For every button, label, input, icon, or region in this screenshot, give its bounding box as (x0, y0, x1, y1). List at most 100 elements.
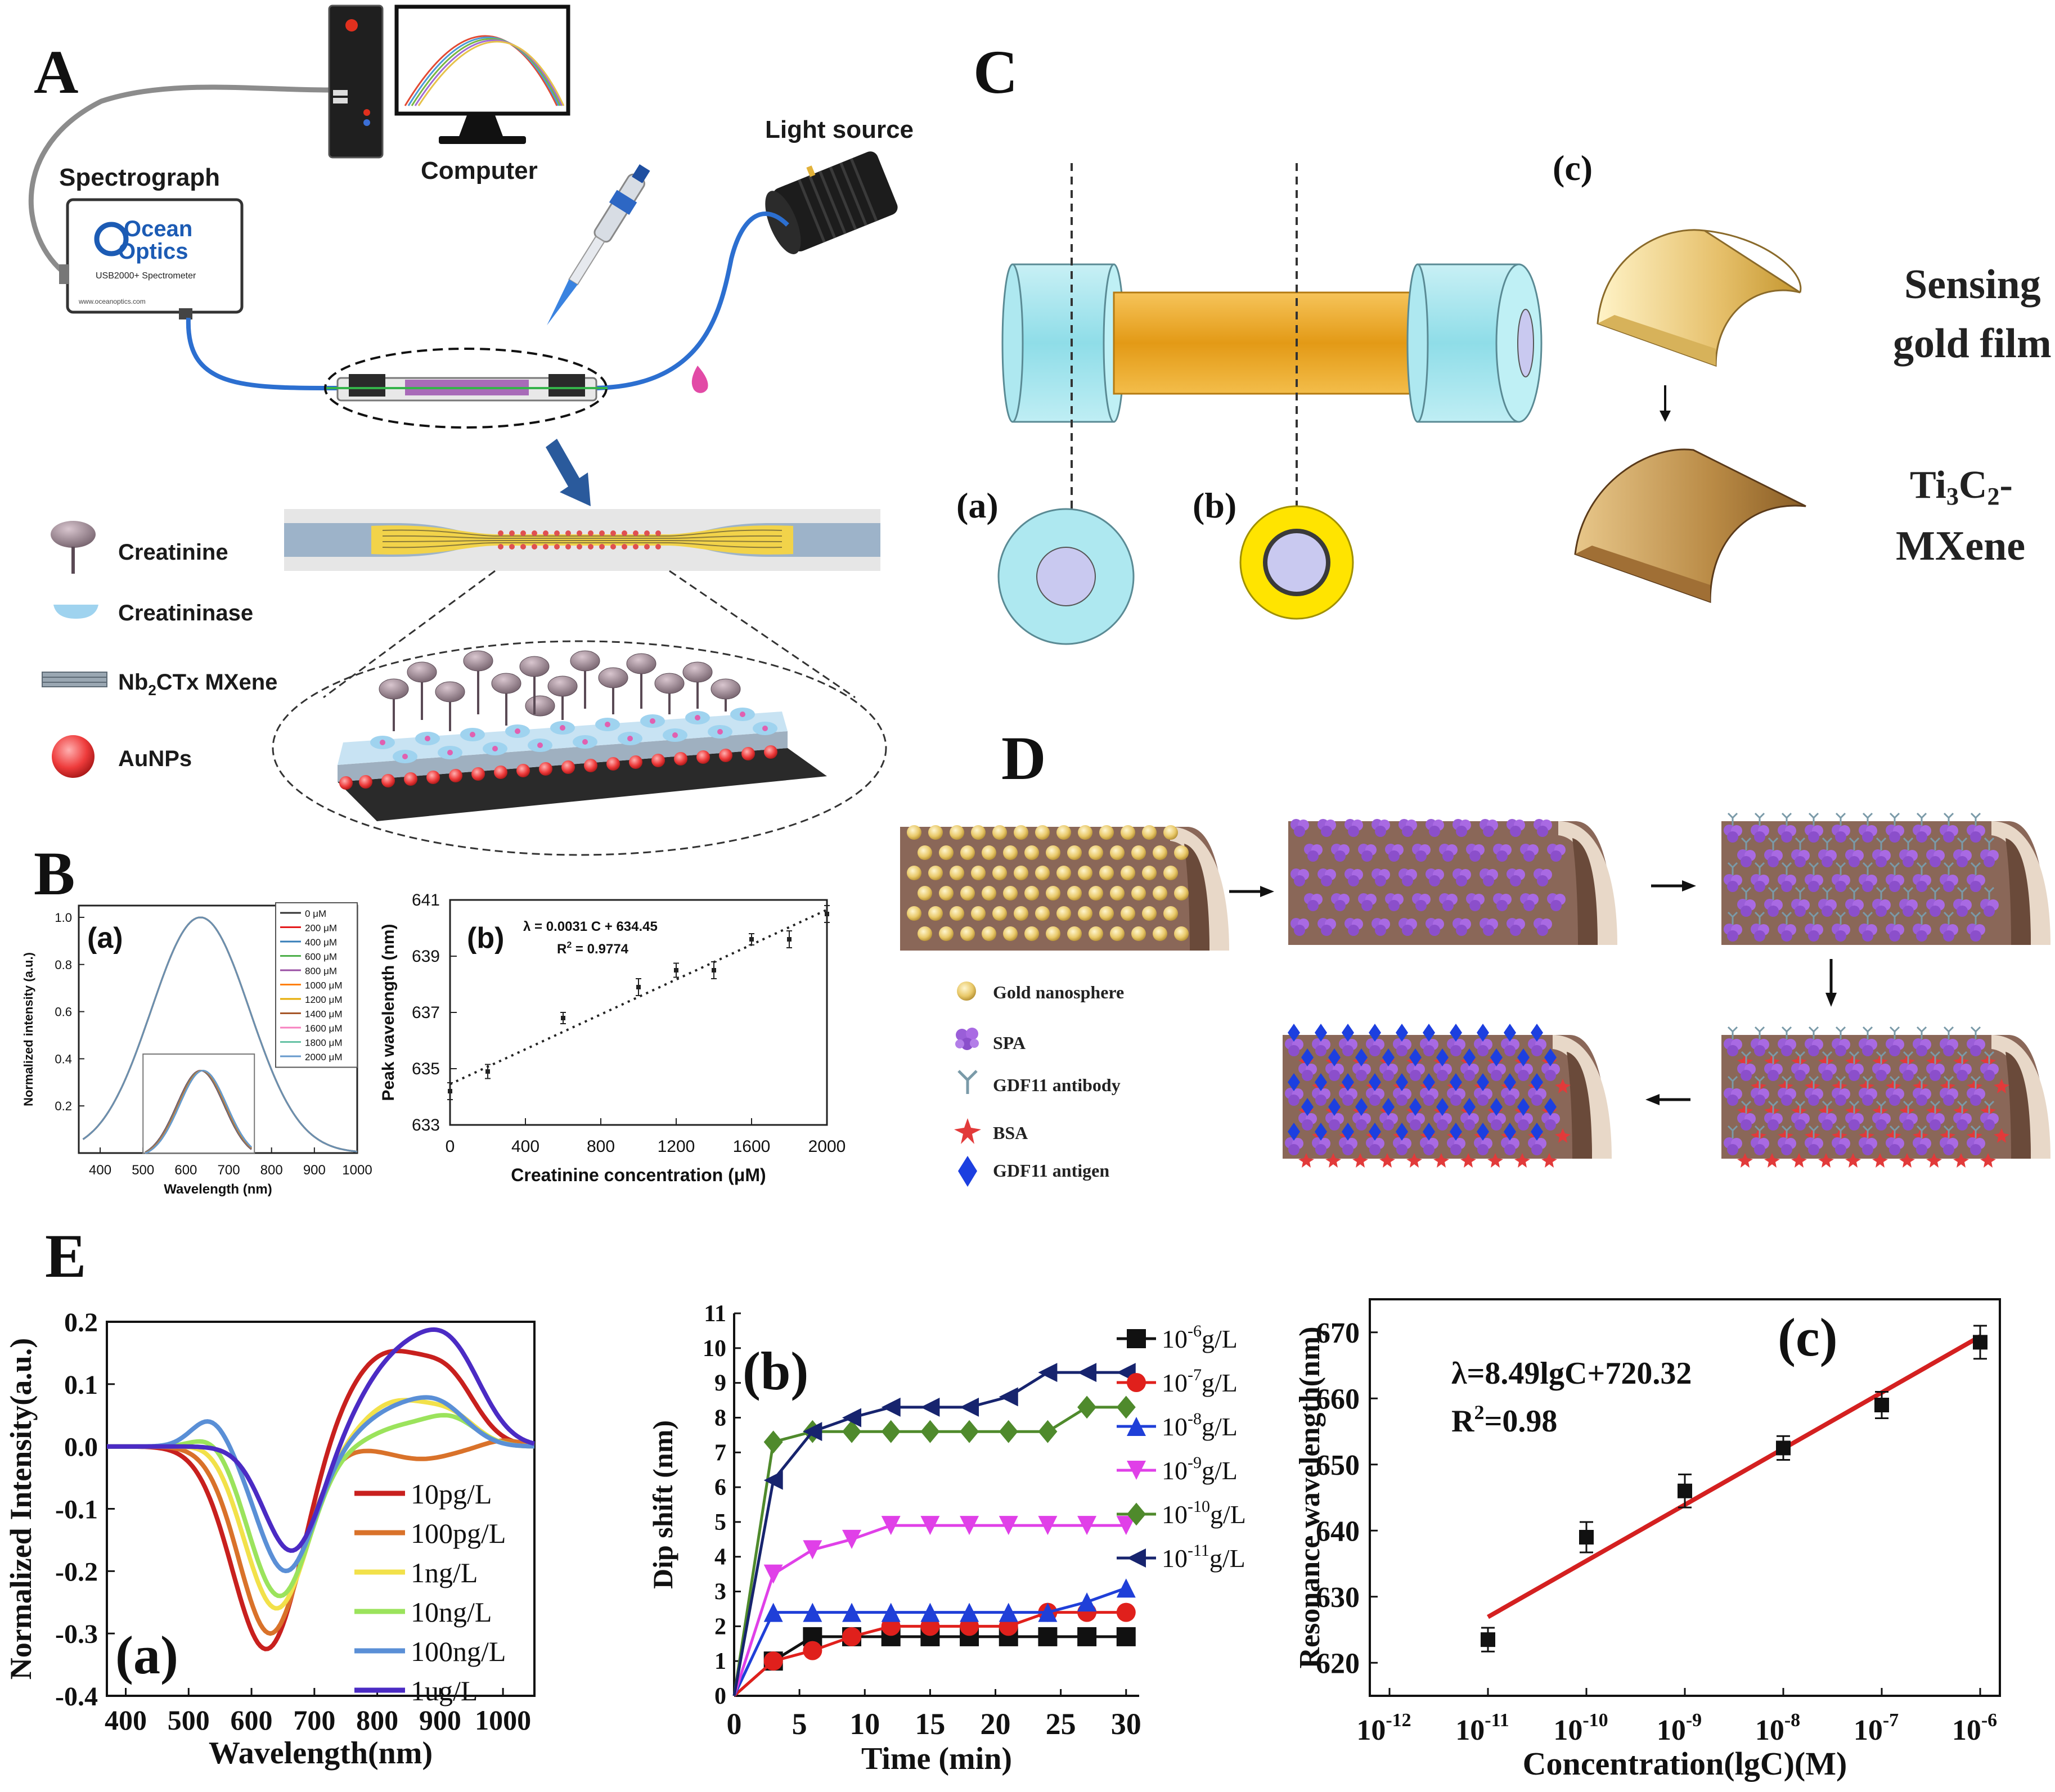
b-a-legend-label: 0 μM (305, 908, 326, 919)
antibody (1849, 837, 1860, 850)
e-b-point (1038, 1602, 1058, 1622)
legend-aunps: AuNPs (118, 746, 192, 771)
e-a-ytick-label: 0.2 (64, 1308, 98, 1338)
bsa (1913, 1128, 1928, 1143)
spa-particle (1930, 1070, 1941, 1081)
antibody (1889, 1075, 1900, 1089)
chart-b-b: (b) λ = 0.0031 C + 634.45 R2 = 0.9774 0 4… (379, 891, 846, 1185)
antigen-icon (958, 1156, 977, 1187)
antibody (1768, 1051, 1779, 1064)
gold-nanosphere (1046, 845, 1060, 860)
b-b-ytick-label: 637 (412, 1003, 440, 1022)
gold-nanosphere (982, 886, 996, 900)
antibody (1876, 886, 1887, 900)
bsa (1791, 1104, 1807, 1118)
b-b-point (636, 985, 641, 989)
panel-e: E (a) 400 500 600 700 800 900 1000-0.4-0.3-0.2… (4, 1222, 2001, 1782)
spa-particle (1429, 875, 1440, 886)
b-b-xtick-label: 400 (511, 1137, 539, 1156)
e-c-ytick-label: 650 (1316, 1449, 1360, 1482)
spa-particle (1504, 1045, 1516, 1056)
gold-nanosphere (960, 886, 975, 900)
antibody (1795, 1100, 1806, 1114)
e-b-xtick-label: 0 (727, 1707, 742, 1741)
e-b-ytick-label: 5 (714, 1510, 726, 1536)
spa-particle (1741, 1119, 1752, 1131)
spa-particle (1402, 826, 1413, 837)
gold-nanosphere (1035, 825, 1050, 840)
b-b-fit-line (449, 908, 828, 1086)
spa-particle (1348, 925, 1359, 936)
antibody (1984, 1100, 1995, 1114)
e-b-ytick-label: 11 (704, 1301, 726, 1327)
bsa (1751, 1128, 1766, 1143)
spa-particle (1464, 1070, 1475, 1081)
spa-particle (1943, 1144, 1954, 1155)
bsa (1791, 1054, 1807, 1069)
spa-particle (1429, 826, 1440, 837)
bsa (1737, 1153, 1753, 1168)
e-c-xtick-label: 10-9 (1657, 1710, 1702, 1746)
gold-nanosphere (1153, 845, 1167, 860)
spa-particle (1369, 1095, 1381, 1106)
spa-particle (1754, 930, 1765, 942)
antibody (1930, 1051, 1941, 1064)
antibody (1822, 837, 1833, 850)
gold-nanosphere (1067, 926, 1082, 941)
gold-nanosphere (1163, 866, 1178, 880)
spa-particle (1822, 856, 1833, 867)
spa-particle (1531, 1144, 1543, 1155)
spa-particle (1795, 1070, 1806, 1081)
antibody (1943, 1026, 1954, 1039)
gold-nanosphere (1024, 886, 1039, 900)
spa-particle (1835, 831, 1846, 843)
e-b-label: (b) (743, 1341, 808, 1401)
antibody (1970, 812, 1981, 826)
e-b-series-4 (732, 1406, 1126, 1696)
bsa (1940, 1079, 1955, 1093)
bsa (1818, 1054, 1834, 1069)
spa-particle (1315, 1144, 1326, 1155)
panel-b: B (a) 400 500 600 700 800 900 1000 0.2 0.4 0.6 0.8… (21, 839, 846, 1197)
chart-e-b: (b) 0 5 10 15 20 25 30 0 1 2 3 4 5 6 7 8 9 10 11 Time (min)… (647, 1301, 1246, 1776)
antibody (1903, 886, 1914, 900)
antibody (1876, 1100, 1887, 1114)
spa-particle (1795, 856, 1806, 867)
antibody (1876, 1051, 1887, 1064)
creatinine-icon (51, 521, 96, 574)
antibody (1741, 886, 1752, 900)
spa-particle (1835, 881, 1846, 892)
spa-particle (1741, 1070, 1752, 1081)
spa-particle (1375, 875, 1386, 886)
gdf11-antigen (1544, 1098, 1557, 1116)
antibody (1916, 862, 1927, 875)
spa-particle (1849, 1119, 1860, 1131)
spa-particle (1835, 930, 1846, 942)
bsa (1994, 1079, 2009, 1093)
e-b-legend-label: 10-8g/L (1162, 1410, 1238, 1441)
bsa (1940, 1128, 1955, 1143)
gdf11-antigen (1544, 1048, 1557, 1066)
b-a-ytick-label: 0.6 (55, 1005, 72, 1019)
antibody (1727, 911, 1738, 925)
e-b-point (842, 1529, 862, 1549)
spa-particle (1423, 1095, 1435, 1106)
e-a-ytick-label: 0.0 (64, 1433, 98, 1462)
gold-nanosphere (1067, 845, 1082, 860)
e-b-point (803, 1422, 822, 1442)
gold-nanosphere (1035, 866, 1050, 880)
b-a-legend-label: 600 μM (305, 952, 337, 962)
bsa (1433, 1153, 1449, 1168)
gdf11-antigen (1504, 1123, 1516, 1141)
b-b-ylabel: Peak wavelength (nm) (379, 924, 398, 1101)
spa-particle (1321, 925, 1332, 936)
e-b-ytick-label: 0 (714, 1683, 726, 1709)
b-a-ylabel: Normalized intensity (a.u.) (21, 952, 35, 1106)
panel-a-legend: Creatinine Creatininase Nb2CTx MXene AuN… (42, 521, 277, 778)
spa-particle (1396, 1095, 1408, 1106)
gdf11-antigen (1301, 1048, 1314, 1066)
bsa (1791, 1153, 1807, 1168)
e-c-point (1579, 1530, 1594, 1545)
bsa (1980, 1054, 1996, 1069)
bsa (1541, 1153, 1557, 1168)
